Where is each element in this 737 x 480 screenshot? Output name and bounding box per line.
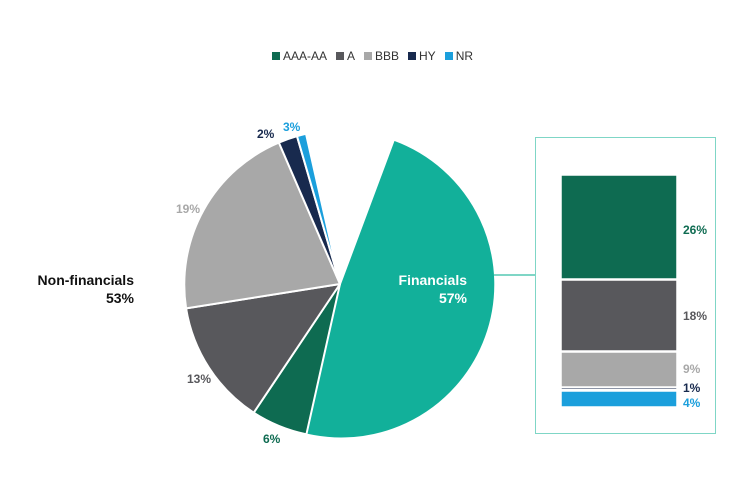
legend-swatch-icon [364, 52, 372, 60]
legend-swatch-icon [444, 52, 453, 60]
bar-segment-bbb [560, 351, 678, 388]
pie-slice-financials [287, 138, 497, 440]
nonfinancials-label: Non-financials 53% [20, 271, 134, 307]
pie-label-hy: 2% [257, 127, 275, 141]
legend-label: A [346, 49, 355, 63]
legend-item-nr: NR [444, 49, 474, 63]
bar-label-nr: 4% [683, 396, 701, 410]
legend-label: HY [419, 49, 436, 63]
bar-segment-a [560, 279, 678, 352]
legend-item-aaa-aa: AAA-AA [271, 49, 327, 63]
financials-breakdown-box [535, 137, 716, 434]
bar-label-aaa-aa: 26% [683, 223, 708, 237]
pie-label-aaa-aa: 6% [263, 432, 281, 446]
financials-name: Financials [398, 272, 467, 288]
financials-label: Financials 57% [380, 271, 467, 307]
pie-slice-bbb [183, 141, 341, 310]
chart-legend: AAA-AA A BBB HY NR [4, 49, 737, 63]
nonfinancials-name: Non-financials [37, 272, 134, 288]
legend-item-bbb: BBB [364, 49, 399, 63]
legend-swatch-icon [271, 52, 280, 60]
legend-label: BBB [375, 49, 400, 63]
pie-label-bbb: 19% [176, 202, 201, 216]
bar-label-hy: 1% [683, 381, 701, 395]
financials-pct: 57% [438, 290, 467, 306]
pie-slice-nr [296, 132, 341, 285]
bar-label-a: 18% [683, 309, 708, 323]
legend-swatch-icon [335, 52, 344, 60]
nonfinancials-pct: 53% [105, 290, 134, 306]
legend-item-a: A [335, 49, 355, 63]
legend-swatch-icon [408, 52, 417, 60]
bar-segment-nr [560, 390, 678, 408]
pie-slice-a [185, 283, 341, 414]
legend-label: NR [455, 49, 474, 63]
pie-label-a: 13% [187, 372, 212, 386]
legend-label: AAA-AA [282, 49, 327, 63]
legend-item-hy: HY [408, 49, 436, 63]
bar-segment-hy [560, 386, 678, 391]
bar-label-bbb: 9% [683, 362, 701, 376]
bar-segment-aaa-aa [560, 174, 678, 280]
pie-label-nr: 3% [283, 120, 301, 134]
